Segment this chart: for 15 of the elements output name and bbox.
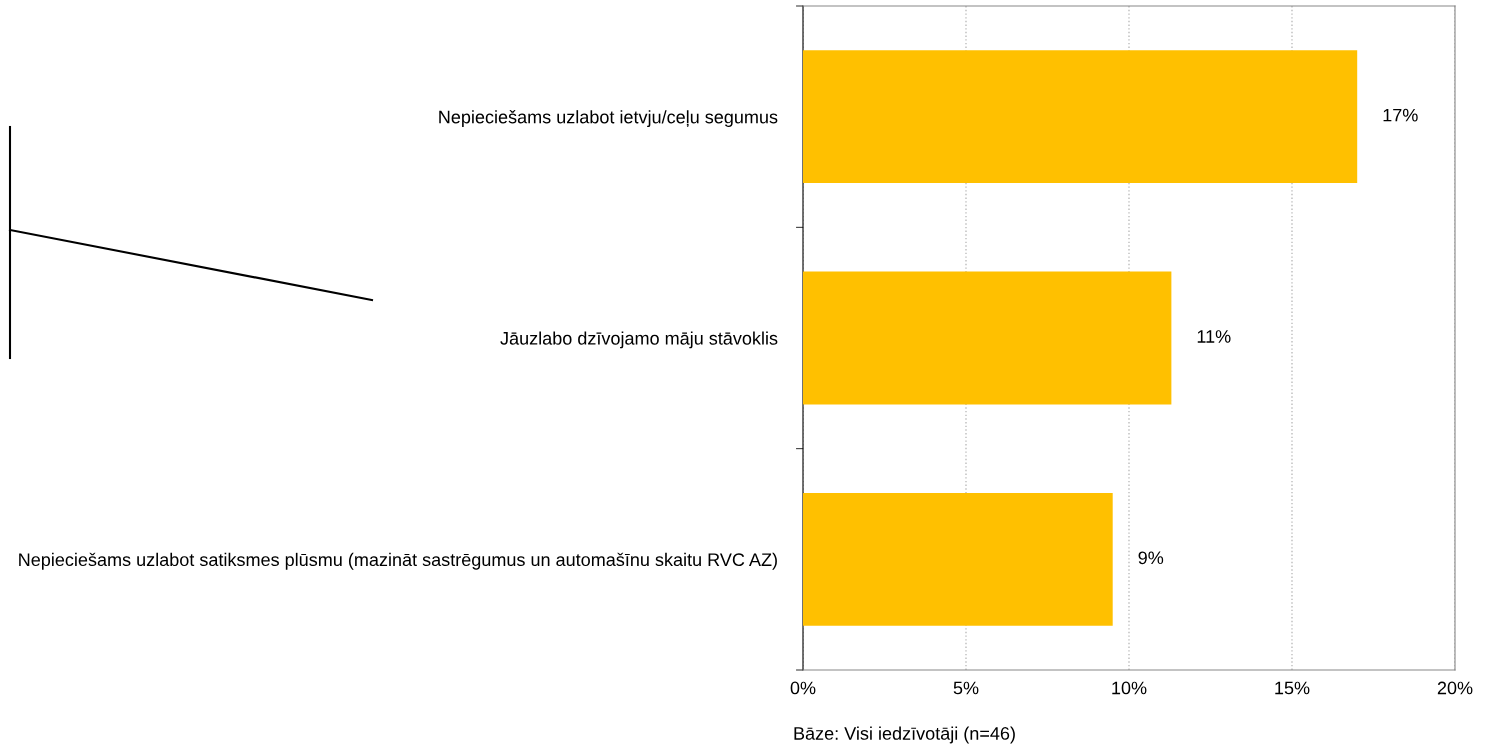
x-tick-label: 5% bbox=[953, 681, 979, 695]
y-tick-label: Nepieciešams uzlabot ietvju/ceļu segumus bbox=[439, 110, 778, 128]
y-tick-label: Jāuzlabo dzīvojamo māju stāvoklis bbox=[500, 331, 778, 349]
x-tick-label: 20% bbox=[1437, 681, 1473, 695]
text: Bāze: Visi iedzīvotāji (n=46) bbox=[794, 726, 1015, 744]
data-label: 11% bbox=[1197, 330, 1231, 343]
x-tick-label: 15% bbox=[1275, 681, 1310, 695]
y-tick-label: Nepieciešams uzlabot satiksmes plūsmu (mazināt sastrēgumus un automašīnu skaitu RVC AZ) bbox=[19, 552, 777, 570]
bar bbox=[803, 50, 1358, 184]
data-label: 9% bbox=[1138, 551, 1164, 565]
bar bbox=[803, 271, 1172, 405]
x-tick-label: 10% bbox=[1112, 681, 1147, 695]
data-label: 17% bbox=[1383, 108, 1418, 122]
bar bbox=[803, 492, 1113, 626]
x-tick-label: 0% bbox=[790, 681, 816, 695]
